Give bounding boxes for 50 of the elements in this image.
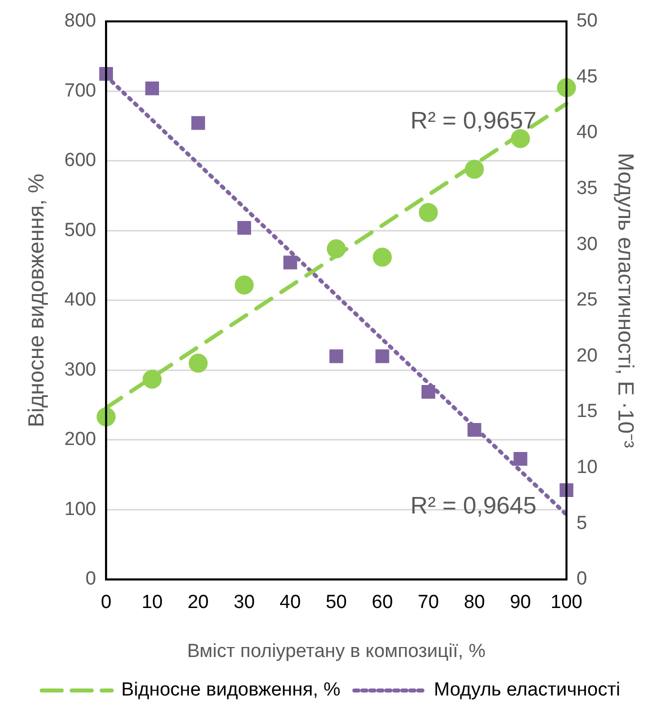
y2-tick-label: 15 (576, 401, 598, 422)
y-tick-label: 600 (64, 150, 96, 172)
y-tick-label: 700 (64, 80, 96, 102)
point (283, 256, 298, 270)
point (188, 354, 208, 373)
x-tick-label: 60 (372, 592, 393, 614)
legend-label: Модуль еластичності (434, 680, 620, 701)
y2-tick-label: 10 (576, 457, 598, 478)
x-tick-label: 40 (280, 592, 301, 614)
y-axis-title: Відносне видовження, % (23, 174, 48, 428)
point (237, 220, 252, 235)
annotation: R² = 0,9657 (410, 107, 536, 134)
y2-tick-label: 40 (576, 122, 598, 144)
y-tick-label: 500 (64, 220, 96, 241)
x-tick-label: 10 (142, 592, 163, 614)
x-tick-label: 0 (100, 592, 112, 614)
point (375, 349, 390, 364)
y2-tick-label: 25 (576, 290, 598, 311)
legend-label: Відносне видовження, % (121, 680, 340, 701)
y-tick-label: 800 (64, 10, 96, 32)
y2-axis-title: Модуль еластичності, E ·10⁻³ (614, 152, 639, 448)
x-tick-label: 30 (234, 592, 255, 614)
y2-tick-label: 30 (576, 234, 598, 255)
y2-tick-label: 0 (576, 568, 588, 590)
x-tick-label: 50 (326, 592, 347, 614)
x-axis-title: Вміст поліуретану в композиції, % (187, 640, 486, 662)
point (329, 349, 344, 364)
y2-tick-label: 45 (576, 66, 598, 88)
y2-tick-label: 5 (576, 512, 588, 534)
x-tick-label: 90 (510, 592, 531, 614)
point (418, 203, 438, 222)
y-tick-label: 100 (64, 498, 96, 520)
point (514, 452, 528, 466)
point (191, 116, 206, 130)
y-tick-label: 400 (64, 290, 96, 311)
x-tick-label: 80 (464, 592, 485, 614)
point (372, 248, 392, 267)
y-tick-label: 300 (64, 359, 96, 380)
point (234, 276, 254, 295)
x-tick-label: 20 (188, 592, 209, 614)
point (421, 385, 436, 399)
y-tick-label: 0 (86, 568, 96, 590)
y2-tick-label: 35 (576, 178, 598, 200)
point (145, 81, 159, 96)
y-tick-label: 200 (64, 429, 96, 450)
y2-tick-label: 50 (576, 10, 598, 32)
x-tick-label: 70 (418, 592, 439, 614)
y2-tick-label: 20 (576, 345, 598, 366)
annotation: R² = 0,9645 (410, 492, 536, 520)
x-tick-label: 100 (550, 592, 582, 614)
